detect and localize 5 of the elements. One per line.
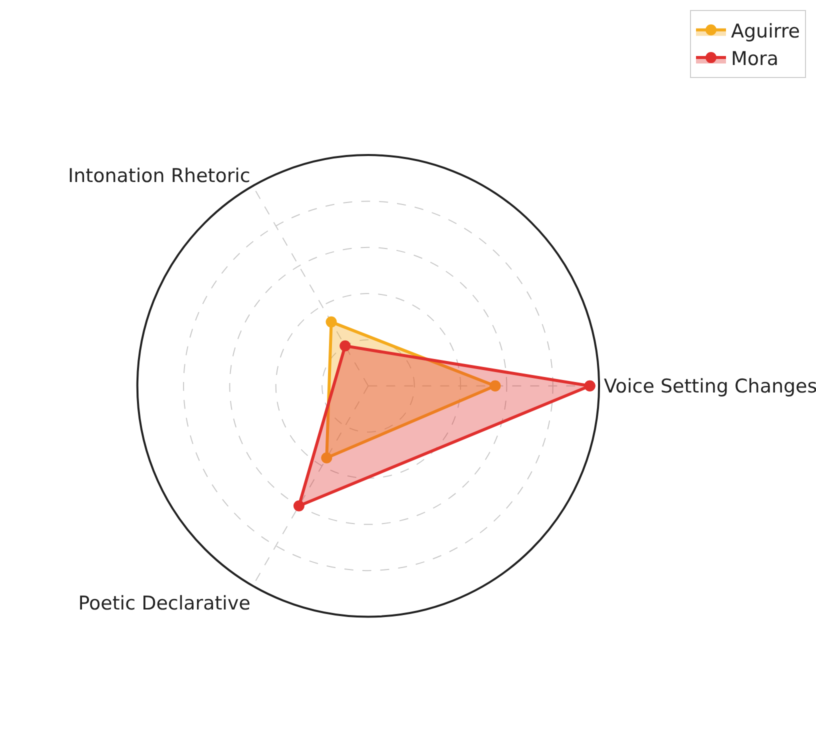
- legend-label: Aguirre: [731, 20, 800, 42]
- spoke-label: Voice Setting Changes: [604, 376, 816, 398]
- legend-label: Mora: [731, 48, 778, 70]
- spoke-label: Poetic Declarative: [78, 592, 250, 615]
- spoke-label: Intonation Rhetoric: [68, 164, 250, 187]
